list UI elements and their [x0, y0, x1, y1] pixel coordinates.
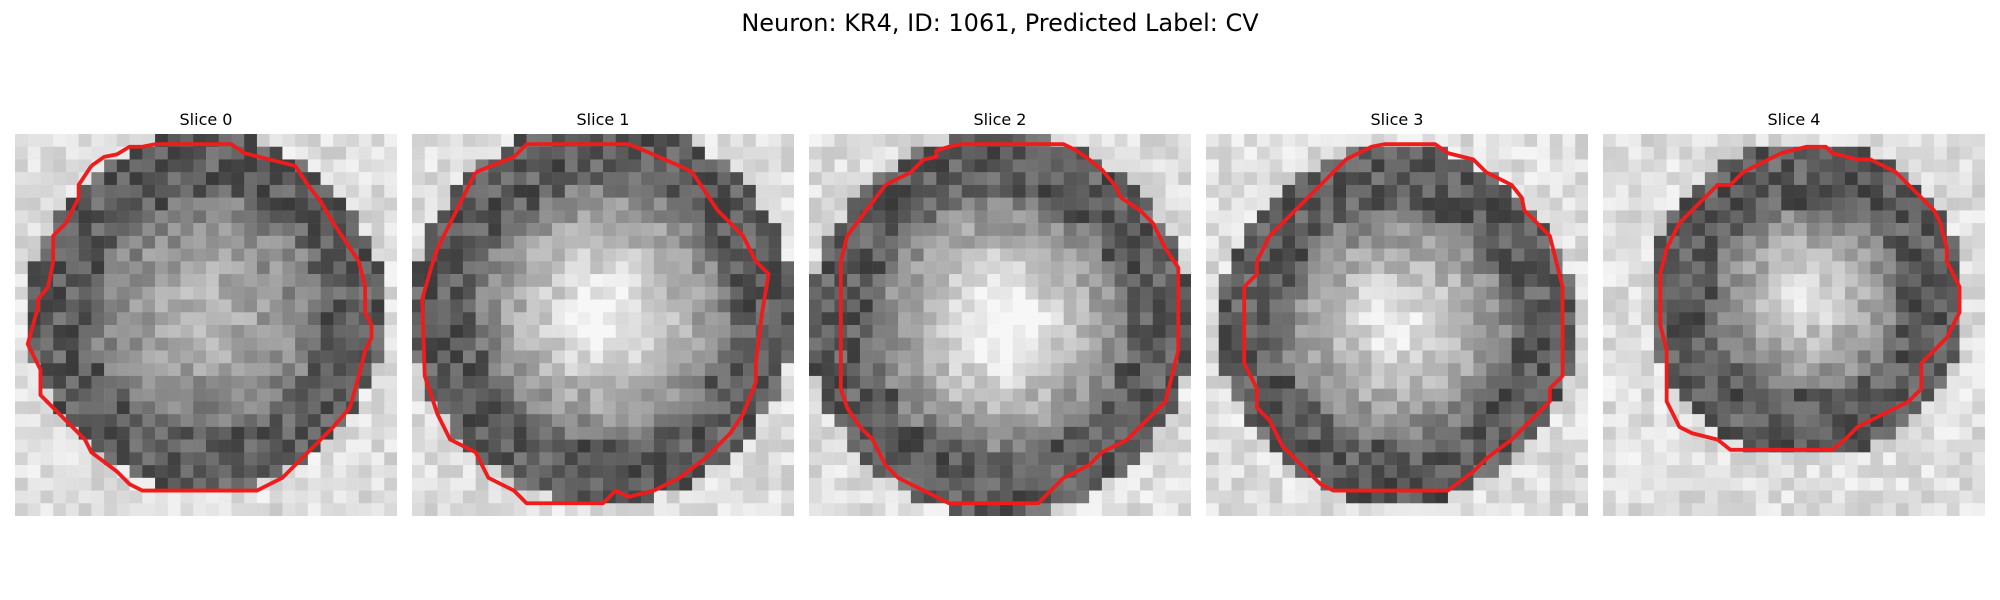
slice-image-2	[809, 134, 1191, 516]
slice-image-0	[15, 134, 397, 516]
slice-image-1	[412, 134, 794, 516]
slice-image-4	[1603, 134, 1985, 516]
slice-image-3	[1206, 134, 1588, 516]
microscopy-pixels-0	[15, 134, 397, 516]
roi-contour-2	[838, 142, 1181, 506]
slice-panel-0: Slice 0	[15, 110, 397, 516]
roi-contour-4	[1658, 144, 1962, 452]
slice-panel-3: Slice 3	[1206, 110, 1588, 516]
microscopy-pixels-1	[412, 134, 794, 516]
slice-title-4: Slice 4	[1767, 110, 1821, 129]
slice-title-1: Slice 1	[576, 110, 630, 129]
microscopy-pixels-2	[809, 134, 1191, 516]
slice-panel-1: Slice 1	[412, 110, 794, 516]
roi-contour-0	[25, 142, 374, 493]
slice-title-2: Slice 2	[973, 110, 1027, 129]
microscopy-pixels-3	[1206, 134, 1588, 516]
slice-title-3: Slice 3	[1370, 110, 1424, 129]
figure-title: Neuron: KR4, ID: 1061, Predicted Label: …	[741, 9, 1259, 37]
roi-contour-1	[420, 142, 771, 506]
slice-panel-4: Slice 4	[1603, 110, 1985, 516]
slice-title-0: Slice 0	[179, 110, 233, 129]
roi-contour-3	[1242, 142, 1565, 493]
slice-panel-2: Slice 2	[809, 110, 1191, 516]
